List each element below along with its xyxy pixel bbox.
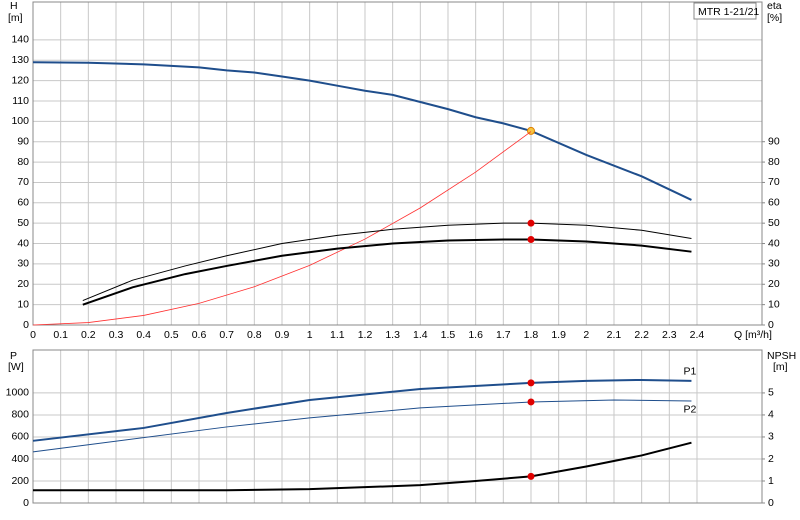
x-tick-label: 1.2 xyxy=(358,329,373,341)
y2-axis-unit: [%] xyxy=(767,12,782,24)
operating-point xyxy=(527,235,535,243)
x-tick-label: 2.1 xyxy=(607,329,622,341)
x-tick-label: 2.4 xyxy=(690,329,705,341)
y-tick-label: 0 xyxy=(23,497,29,509)
y2-tick-label: 50 xyxy=(768,217,780,229)
y2-tick-label: 5 xyxy=(768,387,774,399)
x-tick-label: 1.4 xyxy=(413,329,428,341)
y2-tick-label: 2 xyxy=(768,453,774,465)
x-tick-label: 2 xyxy=(583,329,589,341)
x-tick-label: 1.9 xyxy=(551,329,566,341)
x-axis-label: Q [m³/h] xyxy=(734,329,772,341)
legend-text: MTR 1-21/21 xyxy=(698,6,759,18)
x-tick-label: 2.2 xyxy=(634,329,649,341)
operating-point xyxy=(527,398,535,406)
x-tick-label: 0.1 xyxy=(53,329,68,341)
y-tick-label: 800 xyxy=(11,409,29,421)
x-tick-label: 1.8 xyxy=(524,329,539,341)
y-tick-label: 100 xyxy=(11,115,29,127)
x-tick-label: 0.4 xyxy=(136,329,151,341)
y-tick-label: 80 xyxy=(17,156,29,168)
curve xyxy=(32,131,532,326)
y2-axis-label: NPSH xyxy=(767,350,796,362)
y-tick-label: 30 xyxy=(17,258,29,270)
x-tick-label: 0.6 xyxy=(192,329,207,341)
y2-axis-unit: [m] xyxy=(773,361,788,373)
y-tick-label: 90 xyxy=(17,135,29,147)
y-tick-label: 120 xyxy=(11,74,29,86)
y2-tick-label: 10 xyxy=(768,298,780,310)
x-tick-label: 0.2 xyxy=(81,329,96,341)
x-tick-label: 1.7 xyxy=(496,329,511,341)
curve xyxy=(33,441,692,492)
y-tick-label: 600 xyxy=(11,431,29,443)
x-tick-label: 1.1 xyxy=(330,329,345,341)
y-tick-label: 10 xyxy=(17,298,29,310)
y-tick-label: 110 xyxy=(12,95,29,107)
y-tick-label: 20 xyxy=(17,278,29,290)
y2-tick-label: 20 xyxy=(768,278,780,290)
y2-tick-label: 1 xyxy=(768,475,774,487)
plot-border xyxy=(32,1,763,326)
y-axis-unit: [m] xyxy=(8,12,23,24)
y-tick-label: 40 xyxy=(17,237,29,249)
curve xyxy=(32,378,692,442)
y-tick-label: 50 xyxy=(17,217,29,229)
y2-tick-label: 80 xyxy=(768,156,780,168)
plot-border xyxy=(32,349,763,504)
x-tick-label: 0.7 xyxy=(219,329,234,341)
x-tick-label: 2.3 xyxy=(662,329,677,341)
operating-point xyxy=(527,379,535,387)
y-axis-label: H xyxy=(10,0,18,12)
x-tick-label: 1 xyxy=(307,329,313,341)
x-tick-label: 0.8 xyxy=(247,329,262,341)
y-tick-label: 130 xyxy=(11,54,29,66)
y2-tick-label: 60 xyxy=(768,197,780,209)
y-tick-label: 70 xyxy=(17,176,29,188)
y2-tick-label: 40 xyxy=(768,237,780,249)
curve xyxy=(82,222,692,302)
y2-tick-label: 4 xyxy=(768,409,774,421)
y-axis-label: P xyxy=(10,350,17,362)
y-tick-label: 1000 xyxy=(6,387,30,399)
x-tick-label: 1.3 xyxy=(385,329,400,341)
x-tick-label: 0.9 xyxy=(275,329,290,341)
legend-box xyxy=(693,2,757,20)
y2-tick-label: 70 xyxy=(768,176,780,188)
series-label: P2 xyxy=(683,404,696,416)
y2-tick-label: 3 xyxy=(768,431,774,443)
y2-tick-label: 90 xyxy=(768,135,780,147)
curve xyxy=(82,238,692,306)
y-tick-label: 200 xyxy=(11,475,29,487)
x-tick-label: 1.5 xyxy=(441,329,456,341)
y-tick-label: 400 xyxy=(11,453,29,465)
x-tick-label: 0.3 xyxy=(109,329,124,341)
curve xyxy=(32,399,692,453)
y-tick-label: 140 xyxy=(11,34,29,46)
x-tick-label: 1.6 xyxy=(468,329,483,341)
y2-tick-label: 0 xyxy=(768,497,774,509)
x-tick-label: 0.5 xyxy=(164,329,179,341)
y2-axis-label: eta xyxy=(767,0,782,12)
y2-tick-label: 0 xyxy=(768,319,774,331)
y2-tick-label: 30 xyxy=(768,258,780,270)
operating-point xyxy=(527,219,535,227)
y-tick-label: 60 xyxy=(17,197,29,209)
x-tick-label: 0 xyxy=(30,329,36,341)
operating-point xyxy=(527,472,535,480)
series-label: P1 xyxy=(683,366,696,378)
y-tick-label: 0 xyxy=(23,319,29,331)
y-axis-unit: [W] xyxy=(8,361,24,373)
